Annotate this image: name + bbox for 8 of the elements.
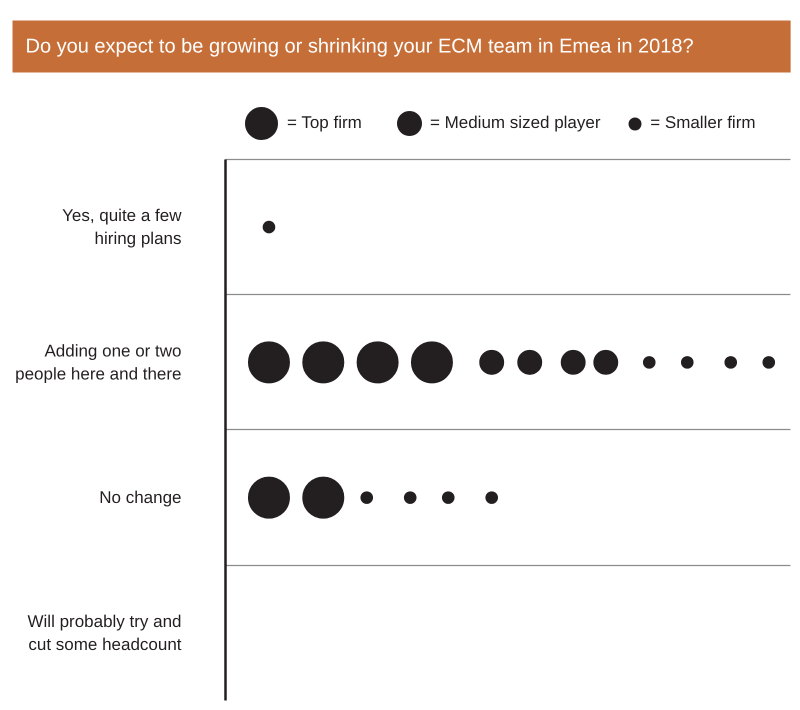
legend-label: = Top firm — [287, 113, 362, 133]
legend-label: = Smaller firm — [650, 113, 756, 133]
y-tick-label: Yes, quite a few hiring plans — [62, 206, 182, 248]
y-tick-label: No change — [99, 488, 182, 508]
y-tick-label: Adding one or two people here and there — [15, 341, 182, 384]
chart-title: Do you expect to be growing or shrinking your ECM team in Emea in 2018? — [26, 36, 694, 58]
y-tick-label: Will probably try and cut some headcount — [27, 612, 182, 654]
legend-label: = Medium sized player — [430, 113, 601, 133]
